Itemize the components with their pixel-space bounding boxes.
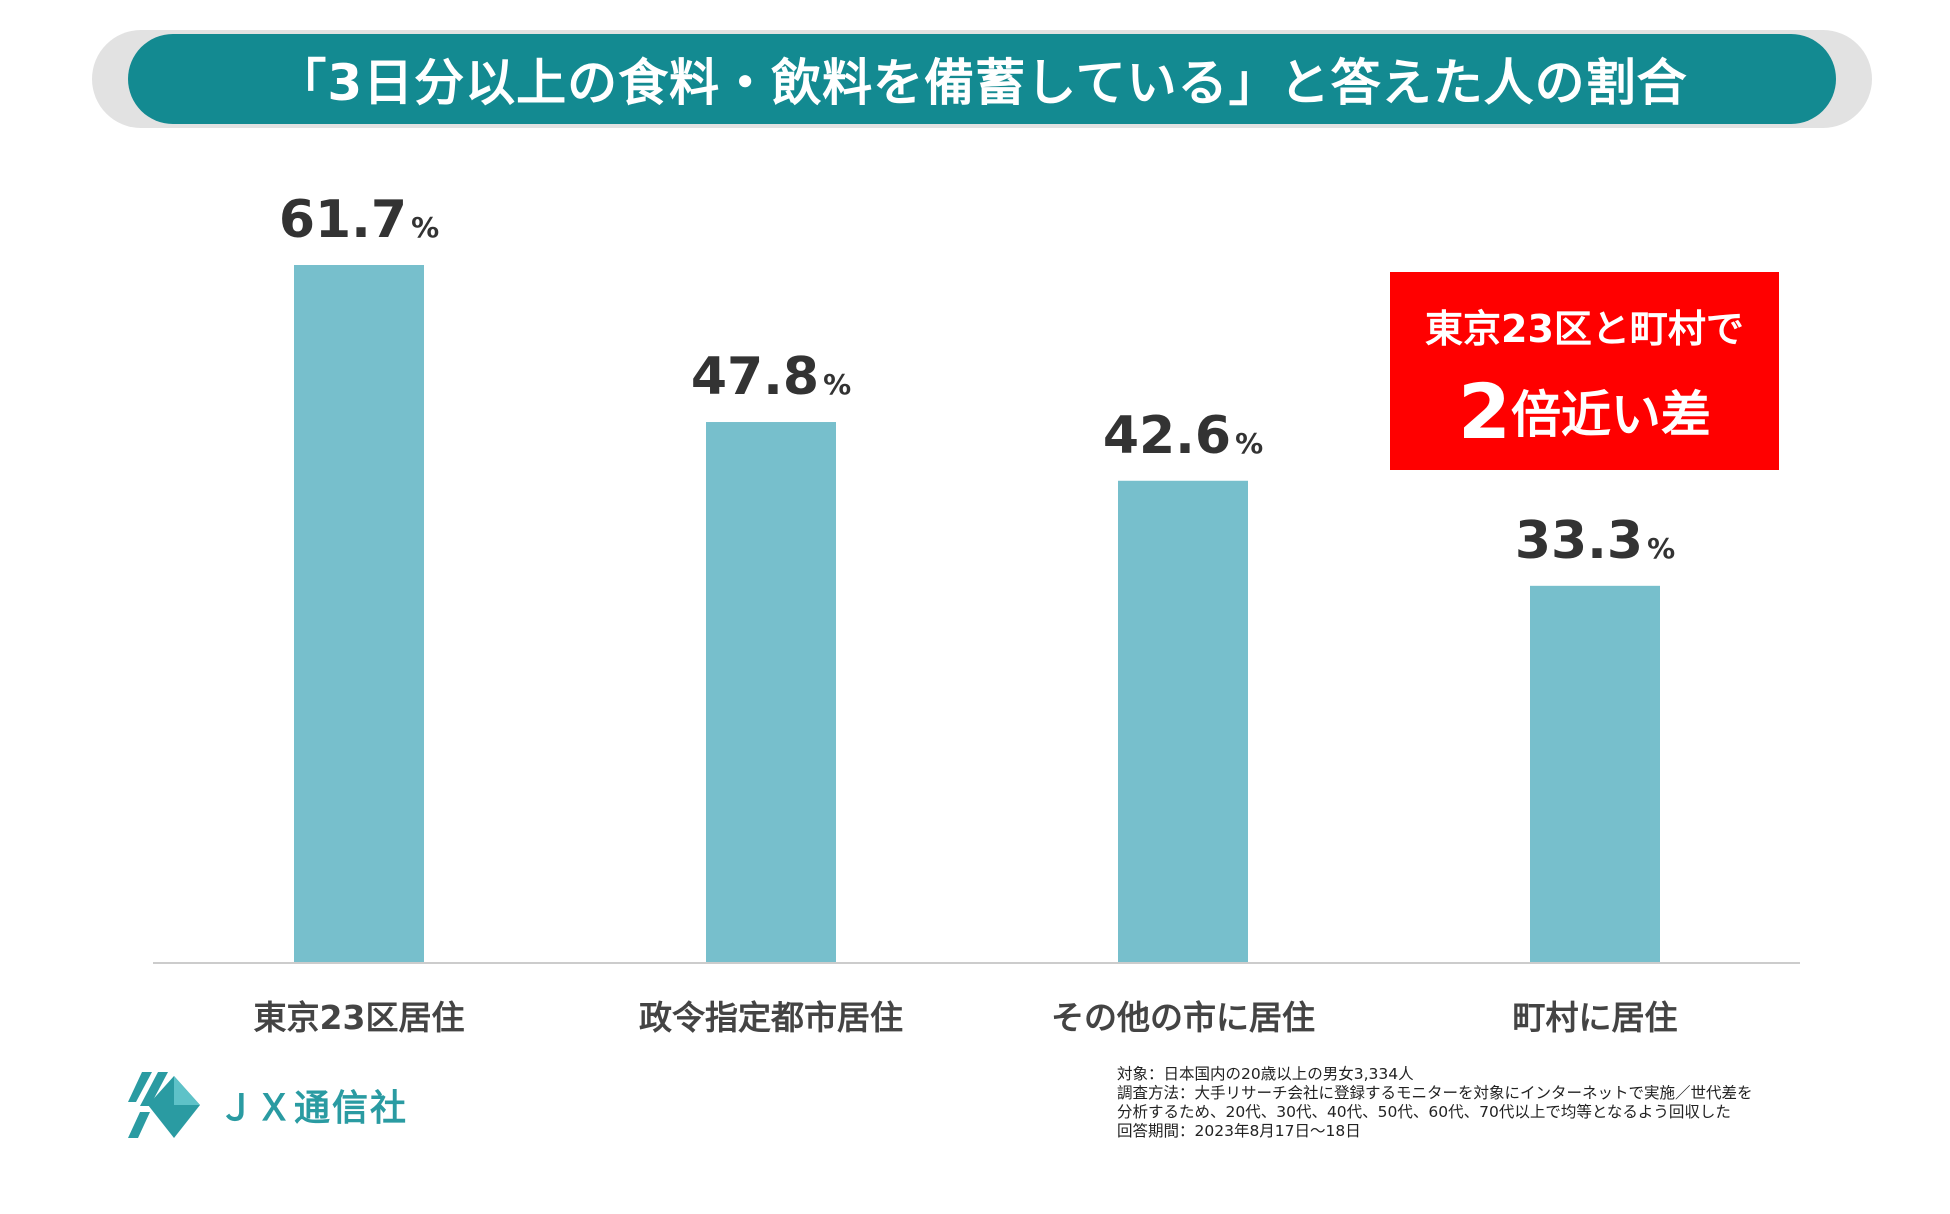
logo: ＪＸ通信社 (128, 1072, 408, 1138)
logo-mark-icon (128, 1072, 200, 1138)
callout-big-number: 2 (1458, 367, 1511, 456)
bar-4 (1530, 585, 1660, 962)
logo-text: ＪＸ通信社 (218, 1088, 409, 1129)
survey-notes: 対象：日本国内の20歳以上の男女3,334人 調査方法：大手リサーチ会社に登録す… (1117, 1065, 1917, 1141)
notes-method-cont: 分析するため、20代、30代、40代、50代、60代、70代以上で均等となるよう… (1117, 1103, 1731, 1121)
bar-2 (706, 422, 836, 962)
callout-line2: 2倍近い差 (1390, 367, 1779, 456)
notes-target: 対象：日本国内の20歳以上の男女3,334人 (1117, 1065, 1414, 1083)
title-bar: 「3日分以上の食料・飲料を備蓄している」と答えた人の割合 (128, 34, 1836, 124)
category-label-2: 政令指定都市居住 (639, 998, 903, 1037)
callout-box: 東京23区と町村で 2倍近い差 (1390, 272, 1779, 470)
chart-title: 「3日分以上の食料・飲料を備蓄している」と答えた人の割合 (276, 54, 1688, 112)
bar-value-label-3: 42.6% (1103, 406, 1263, 466)
category-label-4: 町村に居住 (1513, 998, 1678, 1037)
bar-1 (294, 265, 424, 962)
notes-method: 調査方法：大手リサーチ会社に登録するモニターを対象にインターネットで実施／世代差… (1117, 1084, 1753, 1102)
bar-3 (1118, 480, 1248, 962)
bar-value-label-2: 47.8% (691, 347, 851, 407)
callout-rest-text: 倍近い差 (1510, 386, 1711, 444)
category-label-3: その他の市に居住 (1051, 998, 1315, 1037)
callout-line1: 東京23区と町村で (1425, 307, 1744, 351)
category-label-1: 東京23区居住 (254, 998, 465, 1037)
bar-value-label-4: 33.3% (1515, 511, 1675, 571)
notes-period: 回答期間：2023年8月17日〜18日 (1117, 1122, 1361, 1140)
bar-value-label-1: 61.7% (279, 190, 439, 250)
